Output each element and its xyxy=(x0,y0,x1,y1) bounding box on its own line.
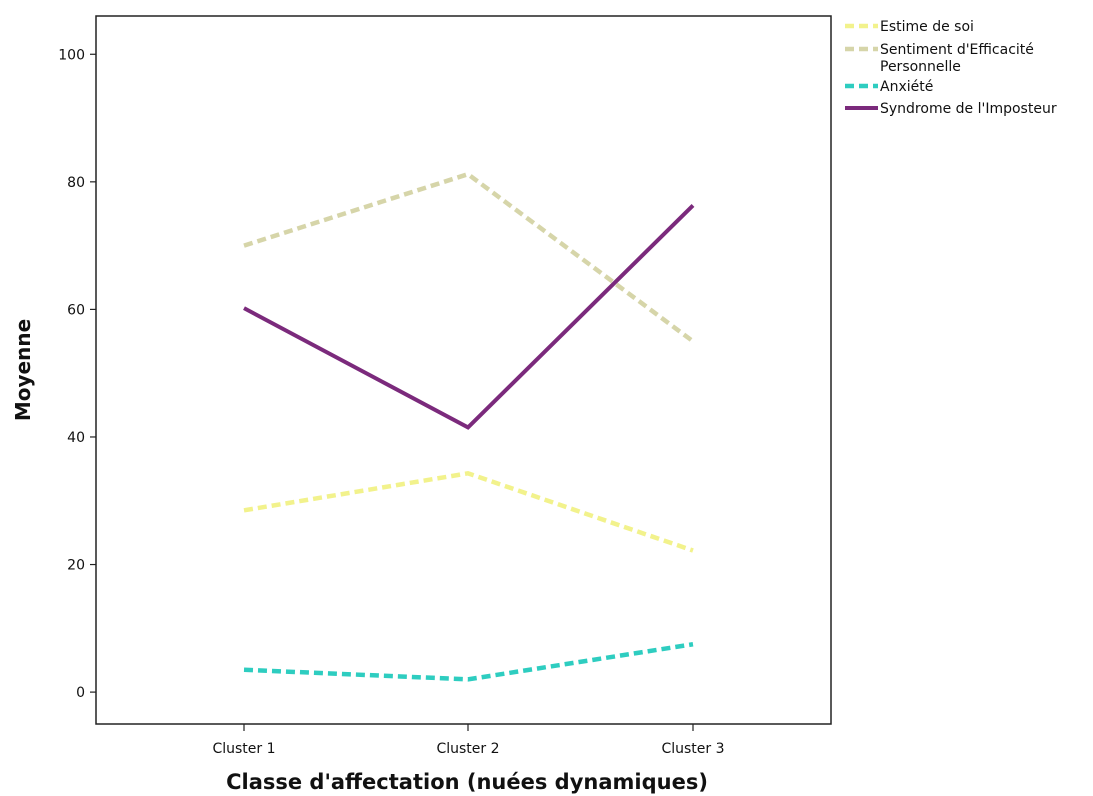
plot-area xyxy=(95,15,832,725)
x-axis-ticks: Cluster 1 Cluster 2 Cluster 3 xyxy=(212,724,725,757)
series-line xyxy=(243,171,695,344)
y-axis-ticks: 0 20 40 60 80 100 xyxy=(58,47,96,701)
y-tick-label: 60 xyxy=(67,302,85,318)
y-tick-label: 20 xyxy=(67,558,85,574)
legend-label: Syndrome de l'Imposteur xyxy=(880,101,1057,117)
x-axis-title: Classe d'affectation (nuées dynamiques) xyxy=(226,770,708,794)
x-tick-label: Cluster 2 xyxy=(436,741,499,757)
series-line xyxy=(243,204,695,430)
series-line xyxy=(243,642,694,682)
y-axis-title: Moyenne xyxy=(11,319,35,421)
legend-label: Personnelle xyxy=(880,59,961,75)
y-tick-label: 40 xyxy=(67,430,85,446)
legend-label: Sentiment d'Efficacité xyxy=(880,42,1034,58)
y-tick-label: 80 xyxy=(67,175,85,191)
x-tick-label: Cluster 1 xyxy=(212,741,275,757)
series-line xyxy=(243,471,694,553)
legend-label: Anxiété xyxy=(880,79,933,95)
legend: Estime de soi Sentiment d'EfficacitéPerso… xyxy=(845,19,1057,117)
legend-label: Estime de soi xyxy=(880,19,974,35)
series-lines xyxy=(243,171,695,682)
y-tick-label: 0 xyxy=(76,685,85,701)
y-tick-label: 100 xyxy=(58,47,85,63)
x-tick-label: Cluster 3 xyxy=(661,741,724,757)
